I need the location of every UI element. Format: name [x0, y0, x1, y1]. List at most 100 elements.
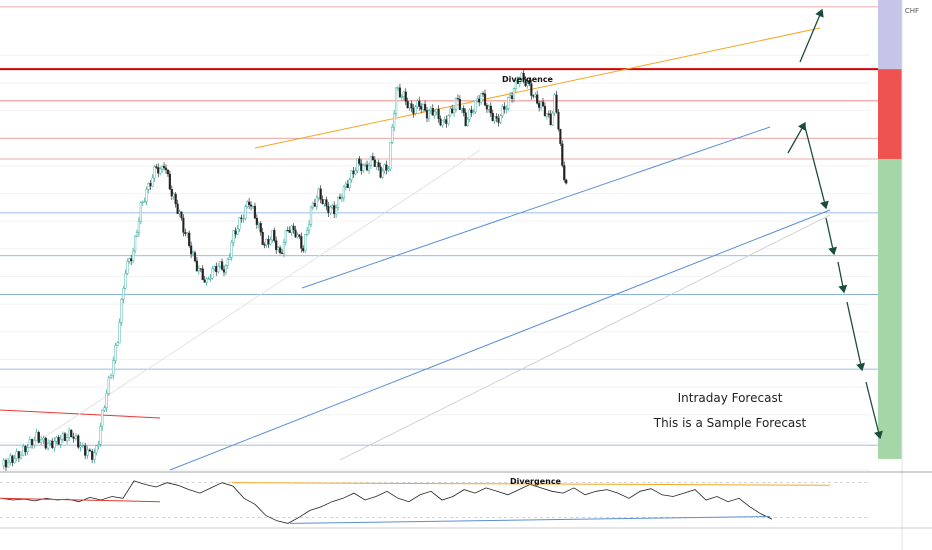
candle-body [228, 256, 231, 260]
candle-body [369, 156, 373, 166]
candle-body [468, 109, 471, 120]
candle-body [51, 440, 54, 448]
candle-body [358, 158, 361, 164]
candle-body [197, 268, 200, 272]
candle-body [408, 103, 411, 109]
candle-body [423, 103, 427, 111]
candle-body [86, 449, 89, 456]
candle-body [164, 167, 168, 171]
candle-body [182, 217, 185, 233]
candle-body [439, 118, 442, 126]
candle-body [472, 111, 475, 113]
forecast-arrow [825, 217, 838, 256]
candle-body [280, 252, 284, 254]
candle-body [7, 462, 10, 468]
candle-body [375, 162, 378, 167]
candle-body [74, 435, 78, 439]
candle-body [545, 113, 548, 117]
candle-body [464, 112, 467, 127]
candle-body [431, 108, 434, 116]
candle-body [466, 119, 469, 127]
candle-body [166, 169, 170, 175]
candle-body [219, 261, 222, 267]
level-lines [0, 6, 878, 446]
candle-body [109, 375, 113, 378]
candle-body [404, 91, 407, 102]
ma-line [39, 149, 481, 441]
candle-body [532, 95, 535, 97]
candle-body [429, 108, 432, 111]
candle-body [265, 238, 268, 245]
candle-body [414, 106, 417, 114]
candle-body [487, 105, 490, 110]
candle-body [555, 94, 558, 113]
candle-body [373, 159, 376, 167]
candle-body [246, 201, 249, 207]
candle-body [447, 115, 450, 124]
candle-body [132, 250, 135, 262]
candle-body [118, 322, 121, 344]
candle-body [79, 445, 82, 448]
candle-body [65, 437, 69, 441]
candle-body [269, 239, 272, 245]
candle-body [168, 173, 171, 190]
candle-body [199, 268, 202, 270]
candle-body [292, 225, 295, 231]
candle-body [441, 120, 444, 126]
candle-body [323, 199, 326, 205]
candle-body [497, 118, 500, 123]
candle-body [383, 164, 386, 172]
candle-body [224, 265, 228, 273]
candle-body [249, 204, 253, 207]
candle-body [451, 108, 454, 114]
candle-body [226, 259, 229, 266]
candle-body [137, 220, 141, 233]
candle-body [422, 103, 425, 110]
candle-body [547, 113, 550, 115]
candle-body [161, 165, 164, 170]
candle-body [145, 189, 148, 202]
candle-body [307, 224, 311, 231]
candle-body [333, 205, 336, 215]
candle-body [538, 103, 541, 108]
candle-body [68, 430, 71, 438]
candle-body [319, 188, 322, 200]
candle-body [19, 454, 23, 459]
candle-body [240, 217, 243, 219]
candle-body [248, 201, 251, 206]
candle-body [257, 223, 260, 225]
forecast-arrow [837, 261, 848, 294]
candle-body [389, 142, 392, 170]
candle-body [286, 230, 289, 232]
forecast-arrow [804, 126, 829, 210]
candle-body [288, 230, 291, 233]
candle-body [543, 105, 547, 117]
candle-body [174, 193, 177, 205]
candle-body [139, 202, 142, 222]
candle-body [427, 110, 431, 119]
candle-body [284, 230, 287, 243]
candle-body [298, 234, 301, 237]
candle-body [143, 201, 146, 203]
candle-body [356, 158, 359, 171]
candle-body [456, 98, 460, 100]
candle-body [561, 143, 564, 166]
candle-body [141, 201, 144, 203]
candle-body [418, 100, 421, 107]
zone-band [878, 158, 902, 459]
candle-body [501, 106, 504, 117]
candle-body [97, 444, 100, 446]
candle-body [433, 111, 436, 116]
forecast-arrow [846, 301, 866, 372]
candle-body [263, 244, 266, 246]
zone-band [878, 69, 902, 159]
candle-body [296, 234, 299, 238]
divergence-trendline [254, 27, 821, 149]
candle-body [186, 232, 189, 234]
candle-body [391, 126, 394, 143]
candle-body [489, 105, 492, 114]
rsi-blue-trend [289, 515, 771, 524]
candle-body [514, 80, 518, 89]
currency-label: CHF [905, 7, 919, 15]
candle-body [170, 188, 173, 197]
